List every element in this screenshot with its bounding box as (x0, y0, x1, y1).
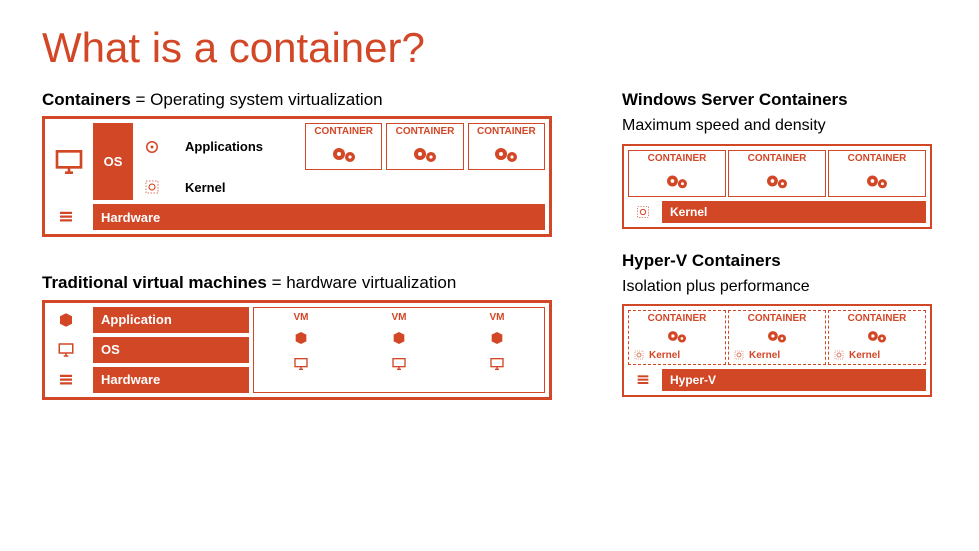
kernel-icon (633, 349, 645, 361)
wsc-title: Windows Server Containers (622, 90, 848, 109)
gear-icon (143, 138, 161, 156)
gears-icon (865, 327, 889, 345)
os-block: OS (93, 337, 249, 363)
hvc-subtitle: Isolation plus performance (622, 277, 932, 296)
gears-icon (664, 171, 690, 191)
hardware-icon (57, 371, 75, 389)
os-block: OS (93, 123, 133, 200)
hyperv-block: Hyper-V (662, 369, 926, 391)
gears-icon (765, 327, 789, 345)
gears-icon (665, 327, 689, 345)
monitor-icon (57, 341, 75, 359)
monitor-icon (293, 356, 309, 372)
monitor-icon (489, 356, 505, 372)
gears-icon (764, 171, 790, 191)
page-title: What is a container? (0, 0, 979, 72)
kernel-icon (833, 349, 845, 361)
container-boxes: CONTAINER CONTAINER CONTAINER (305, 123, 545, 170)
wsc-section: Windows Server Containers Maximum speed … (622, 90, 932, 229)
application-block: Application (93, 307, 249, 333)
vms-heading: Traditional virtual machines = hardware … (42, 273, 552, 293)
monitor-icon (53, 145, 85, 179)
gears-icon (864, 171, 890, 191)
cube-icon (489, 330, 505, 346)
containers-heading: Containers = Operating system virtualiza… (42, 90, 552, 110)
kernel-block: Kernel (177, 174, 545, 200)
hvc-section: Hyper-V Containers Isolation plus perfor… (622, 251, 932, 398)
applications-block: Applications (177, 123, 301, 170)
gears-icon (492, 143, 520, 165)
cube-icon (293, 330, 309, 346)
gears-icon (411, 143, 439, 165)
kernel-icon (635, 204, 651, 220)
vm-heads: VM VM VM (256, 310, 542, 325)
vms-section: Traditional virtual machines = hardware … (42, 273, 552, 399)
hardware-icon (57, 208, 75, 226)
cube-icon (391, 330, 407, 346)
hvc-title: Hyper-V Containers (622, 251, 781, 270)
kernel-icon (733, 349, 745, 361)
wsc-subtitle: Maximum speed and density (622, 116, 932, 135)
kernel-icon (143, 178, 161, 196)
hardware-block: Hardware (93, 367, 249, 393)
hardware-block: Hardware (93, 204, 545, 230)
gears-icon (330, 143, 358, 165)
hardware-icon (635, 372, 651, 388)
containers-section: Containers = Operating system virtualiza… (42, 90, 552, 237)
cube-icon (57, 311, 75, 329)
monitor-icon (391, 356, 407, 372)
wsc-kernel: Kernel (662, 201, 926, 223)
